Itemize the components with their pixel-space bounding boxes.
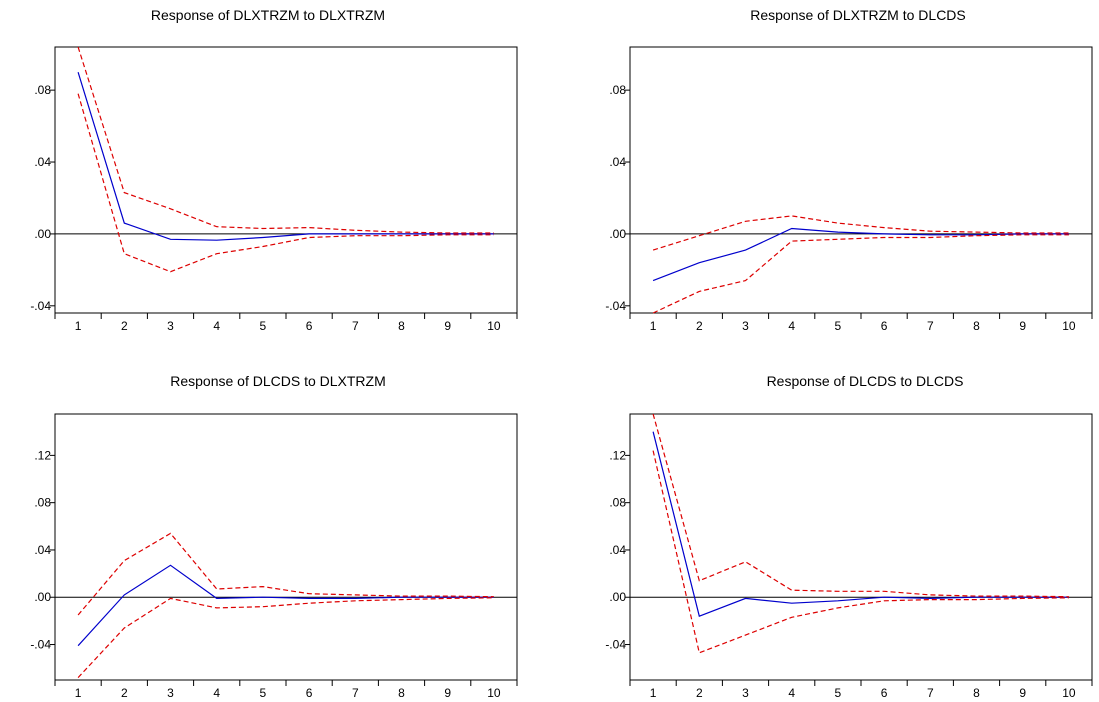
y-tick-label: .12 (609, 448, 626, 462)
y-tick-label: -.04 (605, 299, 626, 313)
x-tick-label: 1 (650, 319, 657, 333)
y-tick-label: .00 (609, 590, 626, 604)
x-tick-label: 4 (788, 686, 795, 700)
response-line (652, 431, 1069, 618)
x-tick-label: 6 (881, 319, 888, 333)
y-tick-label: .04 (609, 543, 626, 557)
panel-response-dlxtrzm-to-dlcds: Response of DLXTRZM to DLCDS 1 2 3 4 5 6 7 8 9 10… (605, 7, 1093, 333)
x-tick-label: 3 (167, 686, 174, 700)
response-line (652, 227, 1069, 282)
confidence-band-lower (652, 450, 1069, 654)
confidence-band-upper (652, 215, 1069, 251)
x-tick-label: 1 (75, 319, 82, 333)
x-tick-label: 6 (306, 686, 313, 700)
x-tick-label: 2 (696, 686, 703, 700)
x-tick-label: 5 (260, 319, 267, 333)
x-tick-label: 6 (306, 319, 313, 333)
confidence-band-lower (77, 93, 494, 273)
x-tick-label: 9 (1019, 319, 1026, 333)
confidence-band-upper (77, 532, 494, 616)
y-tick-label: .04 (34, 543, 51, 557)
confidence-band-upper (652, 413, 1069, 598)
y-tick-label: .00 (34, 590, 51, 604)
x-tick-label: 10 (1062, 319, 1076, 333)
y-tick-label: .12 (34, 448, 51, 462)
x-tick-label: 2 (121, 319, 128, 333)
plot-frame (629, 413, 1093, 681)
x-tick-label: 10 (487, 319, 501, 333)
x-tick-label: 10 (487, 686, 501, 700)
chart-title: Response of DLXTRZM to DLXTRZM (151, 7, 385, 23)
x-tick-label: 10 (1062, 686, 1076, 700)
x-tick-label: 1 (650, 686, 657, 700)
y-tick-label: .08 (609, 496, 626, 510)
x-tick-label: 7 (352, 319, 359, 333)
x-tick-label: 9 (1019, 686, 1026, 700)
confidence-band-lower (77, 597, 494, 679)
x-tick-label: 5 (835, 319, 842, 333)
x-tick-label: 5 (260, 686, 267, 700)
y-tick-label: .00 (609, 227, 626, 241)
plot-frame (54, 46, 518, 314)
y-tick-label: -.04 (605, 638, 626, 652)
x-tick-label: 3 (742, 686, 749, 700)
y-tick-label: .04 (609, 155, 626, 169)
x-tick-label: 8 (398, 686, 405, 700)
x-tick-label: 9 (444, 686, 451, 700)
response-line (77, 72, 494, 241)
x-tick-label: 7 (927, 686, 934, 700)
panel-response-dlcds-to-dlxtrzm: Response of DLCDS to DLXTRZM 1 2 3 4 5 6 7 8 9 10… (30, 373, 518, 700)
y-tick-label: -.04 (30, 638, 51, 652)
chart-title: Response of DLXTRZM to DLCDS (750, 7, 966, 23)
response-line (77, 564, 494, 647)
x-tick-label: 8 (398, 319, 405, 333)
panel-response-dlxtrzm-to-dlxtrzm: Response of DLXTRZM to DLXTRZM 1 2 3 4 5 6 7 8 9… (30, 7, 518, 333)
x-tick-label: 4 (213, 319, 220, 333)
x-tick-label: 8 (973, 319, 980, 333)
x-tick-label: 4 (213, 686, 220, 700)
y-tick-label: .08 (609, 83, 626, 97)
x-tick-label: 1 (75, 686, 82, 700)
x-tick-label: 5 (835, 686, 842, 700)
x-tick-label: 2 (696, 319, 703, 333)
panel-response-dlcds-to-dlcds: Response of DLCDS to DLCDS 1 2 3 4 5 6 7 8 9 10 .1… (605, 373, 1093, 700)
y-tick-label: .08 (34, 83, 51, 97)
x-tick-label: 2 (121, 686, 128, 700)
x-tick-label: 6 (881, 686, 888, 700)
y-tick-label: -.04 (30, 299, 51, 313)
plot-frame (629, 46, 1093, 314)
plot-frame (54, 413, 518, 681)
x-tick-label: 3 (167, 319, 174, 333)
chart-title: Response of DLCDS to DLXTRZM (170, 373, 386, 389)
y-tick-label: .00 (34, 227, 51, 241)
x-tick-label: 8 (973, 686, 980, 700)
y-tick-label: .08 (34, 496, 51, 510)
chart-title: Response of DLCDS to DLCDS (767, 373, 964, 389)
x-tick-label: 9 (444, 319, 451, 333)
y-tick-label: .04 (34, 155, 51, 169)
x-tick-label: 3 (742, 319, 749, 333)
x-tick-label: 7 (927, 319, 934, 333)
x-tick-label: 7 (352, 686, 359, 700)
x-tick-label: 4 (788, 319, 795, 333)
confidence-band-lower (652, 234, 1069, 314)
confidence-band-upper (77, 46, 494, 234)
